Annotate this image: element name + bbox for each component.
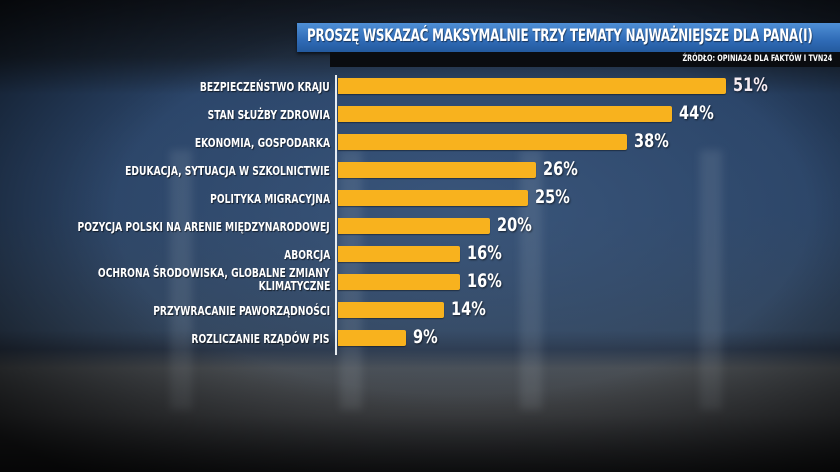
- chart-title: PROSZĘ WSKAZAĆ MAKSYMALNIE TRZY TEMATY N…: [307, 26, 813, 46]
- bar: [338, 246, 460, 262]
- bar: [338, 162, 536, 178]
- bar: [338, 106, 673, 122]
- bar: [338, 274, 460, 290]
- value-label: 25%: [535, 186, 570, 208]
- value-label: 20%: [497, 214, 532, 236]
- value-label: 16%: [466, 242, 502, 264]
- value-label: 16%: [466, 270, 502, 292]
- chart-row: PRZYWRACANIE PAWORZĄDNOŚCI 14%: [0, 298, 840, 327]
- chart-row: EDUKACJA, SYTUACJA W SZKOLNICTWIE 26%: [0, 158, 840, 187]
- value-label: 51%: [732, 74, 768, 96]
- chart-row: STAN SŁUŻBY ZDROWIA 44%: [0, 102, 840, 131]
- value-label: 14%: [451, 298, 487, 320]
- bar: [338, 78, 726, 94]
- category-label: ABORCJA: [283, 248, 330, 262]
- category-label-line2: KLIMATYCZNE: [258, 279, 330, 293]
- value-label: 26%: [542, 158, 578, 180]
- bar: [338, 302, 445, 318]
- value-label: 44%: [679, 102, 715, 124]
- bar: [338, 330, 407, 346]
- value-label: 9%: [413, 326, 439, 348]
- category-axis-line: [335, 75, 337, 355]
- category-label: ROZLICZANIE RZĄDÓW PIS: [191, 332, 330, 346]
- category-label-line1: OCHRONA ŚRODOWISKA, GLOBALNE ZMIANY: [98, 266, 330, 280]
- chart-row: POLITYKA MIGRACYJNA 25%: [0, 186, 840, 215]
- value-label: 38%: [633, 130, 669, 152]
- chart-row: OCHRONA ŚRODOWISKA, GLOBALNE ZMIANY KLIM…: [0, 267, 840, 299]
- chart-row: POZYCJA POLSKI NA ARENIE MIĘDZYNARODOWEJ…: [0, 214, 840, 243]
- category-label: POZYCJA POLSKI NA ARENIE MIĘDZYNARODOWEJ: [77, 220, 330, 234]
- category-label: PRZYWRACANIE PAWORZĄDNOŚCI: [153, 304, 330, 318]
- category-label: POLITYKA MIGRACYJNA: [210, 192, 330, 206]
- bar: [338, 218, 490, 234]
- bar: [338, 134, 627, 150]
- category-label: EKONOMIA, GOSPODARKA: [194, 136, 330, 150]
- source-strip: ŹRÓDŁO: OPINIA24 DLA FAKTÓW I TVN24: [330, 52, 840, 67]
- chart-row: EKONOMIA, GOSPODARKA 38%: [0, 130, 840, 159]
- bar: [338, 190, 528, 206]
- title-bar: PROSZĘ WSKAZAĆ MAKSYMALNIE TRZY TEMATY N…: [297, 23, 840, 52]
- chart-row: ABORCJA 16%: [0, 242, 840, 271]
- chart-row: ROZLICZANIE RZĄDÓW PIS 9%: [0, 326, 840, 355]
- category-label: STAN SŁUŻBY ZDROWIA: [207, 108, 330, 122]
- source-label: ŹRÓDŁO: OPINIA24 DLA FAKTÓW I TVN24: [682, 54, 832, 64]
- chart-row: BEZPIECZEŃSTWO KRAJU 51%: [0, 74, 840, 103]
- category-label: EDUKACJA, SYTUACJA W SZKOLNICTWIE: [125, 164, 330, 178]
- category-label: BEZPIECZEŃSTWO KRAJU: [200, 80, 330, 94]
